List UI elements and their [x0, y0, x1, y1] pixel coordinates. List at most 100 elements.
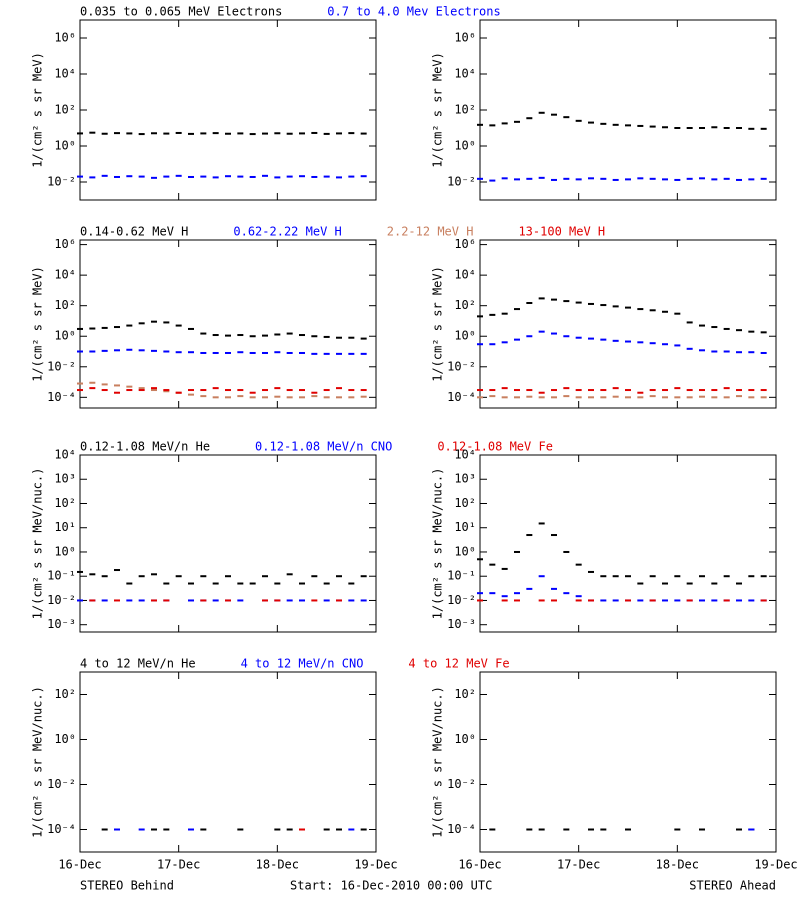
- data-point: [699, 575, 705, 578]
- data-point: [711, 396, 718, 399]
- data-point: [575, 563, 582, 566]
- y-axis-label: 1/(cm² s sr MeV/nuc.): [31, 686, 45, 838]
- data-point: [311, 395, 318, 398]
- data-point: [748, 178, 755, 181]
- data-point: [237, 351, 244, 354]
- data-point: [649, 395, 656, 398]
- data-point: [101, 575, 108, 578]
- data-point: [274, 387, 281, 390]
- data-point: [723, 350, 730, 353]
- data-point: [225, 599, 231, 602]
- data-point: [674, 575, 681, 578]
- data-point: [348, 828, 355, 831]
- data-point: [686, 347, 693, 350]
- data-point: [77, 599, 83, 602]
- data-point: [151, 387, 157, 390]
- data-point: [188, 132, 194, 135]
- plot-frame: [79, 454, 377, 633]
- legend-entry: 0.12-1.08 MeV/n CNO: [255, 440, 392, 454]
- data-point: [299, 582, 305, 585]
- y-tick-label: 10⁰: [454, 732, 476, 746]
- data-point: [711, 126, 718, 129]
- y-tick-label: 10⁻²: [47, 359, 76, 373]
- data-point: [538, 522, 545, 525]
- legend-entry: 0.12-1.08 MeV Fe: [437, 440, 553, 454]
- data-point: [600, 575, 607, 578]
- data-point: [477, 389, 483, 392]
- data-point: [477, 599, 483, 602]
- data-point: [699, 127, 705, 129]
- data-point: [736, 351, 742, 354]
- x-tick-label: 19-Dec: [754, 858, 797, 872]
- y-tick-label: 10⁰: [454, 329, 476, 343]
- y-tick-label: 10⁰: [54, 732, 76, 746]
- data-point: [299, 334, 305, 337]
- data-point: [225, 396, 231, 399]
- data-point: [526, 828, 533, 831]
- data-point: [625, 828, 631, 831]
- data-point: [662, 396, 668, 399]
- data-point: [286, 599, 293, 602]
- data-point: [526, 389, 533, 392]
- data-point: [225, 175, 231, 178]
- data-point: [760, 127, 767, 130]
- data-point: [101, 389, 108, 392]
- data-point: [501, 396, 508, 399]
- data-point: [262, 334, 268, 337]
- data-point: [360, 599, 367, 602]
- data-point: [674, 599, 681, 602]
- data-point: [188, 582, 194, 585]
- data-point: [274, 132, 281, 135]
- data-point: [101, 174, 108, 177]
- data-point: [699, 324, 705, 327]
- data-point: [200, 575, 207, 578]
- data-point: [760, 389, 767, 392]
- data-point: [114, 349, 120, 352]
- data-point: [736, 329, 742, 332]
- data-point: [163, 390, 170, 393]
- data-point: [163, 132, 170, 135]
- data-point: [175, 351, 182, 354]
- data-point: [662, 582, 668, 585]
- data-point: [89, 327, 96, 330]
- data-point: [723, 177, 730, 180]
- data-point: [489, 389, 496, 392]
- data-point: [551, 298, 557, 301]
- footer-center: Start: 16-Dec-2010 00:00 UTC: [290, 879, 492, 893]
- data-point: [625, 575, 631, 578]
- y-tick-label: 10⁻⁴: [47, 390, 76, 404]
- x-tick-label: 16-Dec: [58, 858, 101, 872]
- data-point: [711, 599, 718, 602]
- data-point: [736, 828, 742, 831]
- data-point: [323, 582, 330, 585]
- data-point: [501, 341, 508, 344]
- data-point: [748, 599, 755, 602]
- data-point: [563, 395, 570, 398]
- data-point: [138, 175, 145, 178]
- data-point: [736, 582, 742, 585]
- data-point: [588, 828, 594, 831]
- data-point: [299, 396, 305, 399]
- data-point: [336, 599, 342, 602]
- data-point: [748, 330, 755, 333]
- data-point: [138, 599, 145, 602]
- data-point: [477, 558, 483, 561]
- data-point: [323, 335, 330, 338]
- x-tick-label: 18-Dec: [656, 858, 699, 872]
- data-point: [348, 389, 355, 392]
- data-point: [526, 335, 533, 338]
- data-point: [575, 595, 582, 598]
- data-point: [274, 599, 281, 602]
- data-point: [360, 395, 367, 398]
- data-point: [588, 389, 594, 392]
- y-tick-label: 10⁶: [54, 237, 76, 251]
- y-tick-label: 10³: [454, 472, 476, 486]
- y-tick-label: 10⁻²: [447, 175, 476, 189]
- data-point: [723, 599, 730, 602]
- data-point: [262, 396, 268, 399]
- y-tick-label: 10²: [54, 103, 76, 117]
- data-point: [237, 389, 244, 392]
- data-point: [674, 396, 681, 399]
- data-point: [625, 306, 631, 309]
